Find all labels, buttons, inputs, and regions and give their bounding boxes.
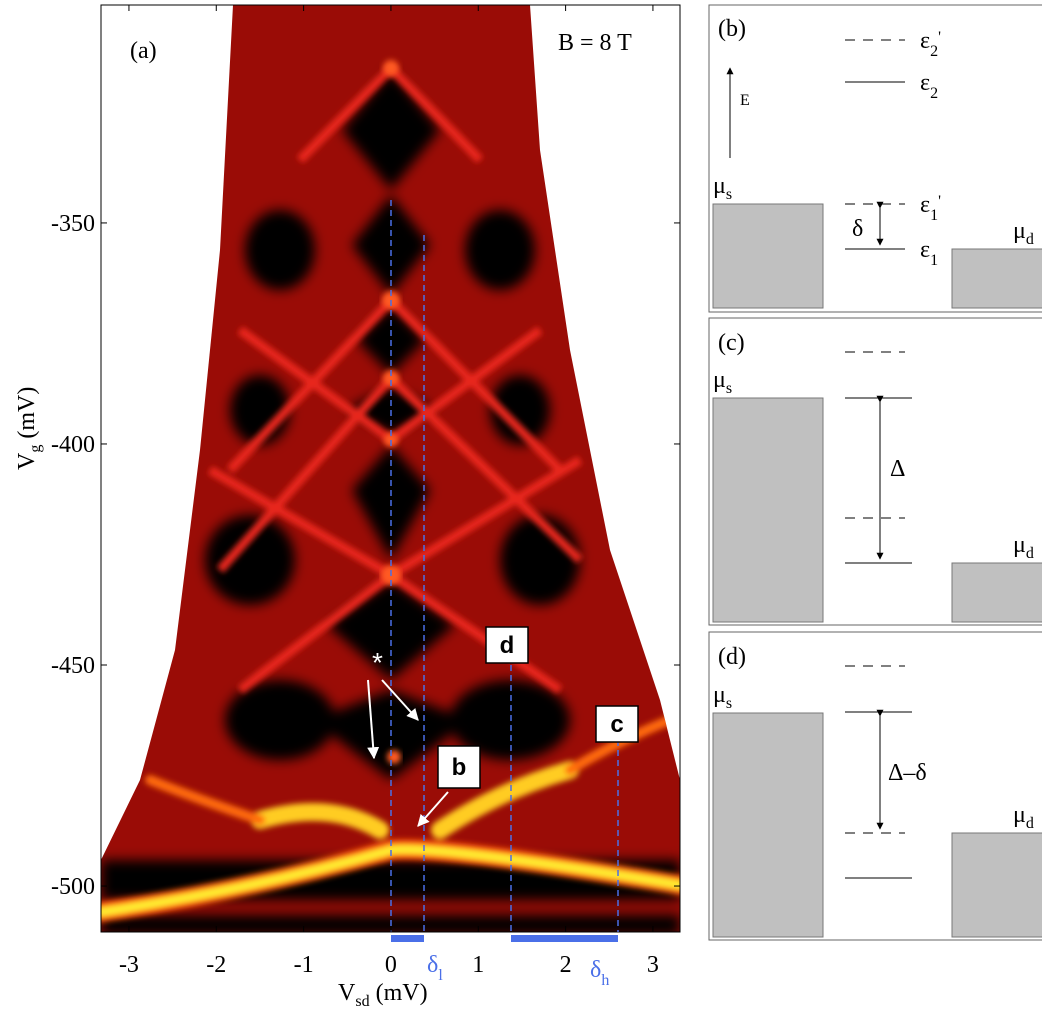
gap: Δ–δ xyxy=(888,760,927,786)
mu-d: μd xyxy=(1013,532,1034,562)
panel-label: (d) xyxy=(718,644,746,670)
x-axis-label: Vsd (mV) xyxy=(338,980,428,1010)
y-tick-label: -450 xyxy=(51,653,95,679)
x-tick-label: -3 xyxy=(119,952,139,978)
symbol: μ xyxy=(1013,532,1026,558)
symbol: μ xyxy=(713,173,726,199)
eps2: ε2 xyxy=(920,70,938,102)
delta-h: δh xyxy=(590,957,609,989)
x-tick-label: -1 xyxy=(294,952,314,978)
marker: b xyxy=(452,754,467,781)
prime: ' xyxy=(938,193,941,210)
eps1p: ε1' xyxy=(920,192,941,224)
delta: δ xyxy=(852,216,863,242)
delta-l: δl xyxy=(427,952,443,984)
x-tick-label: 2 xyxy=(560,952,572,978)
symbol: ε xyxy=(920,237,930,263)
source xyxy=(712,203,824,309)
drain xyxy=(951,562,1042,623)
subscript: h xyxy=(601,972,609,989)
delta-l-bar xyxy=(391,935,424,942)
arrow xyxy=(367,679,380,760)
symbol: ε xyxy=(920,192,930,218)
mu-d: μd xyxy=(1013,218,1034,248)
symbol: V xyxy=(338,980,356,1006)
marker-box xyxy=(595,705,639,743)
y-tick-label: -400 xyxy=(51,432,95,458)
symbol: μ xyxy=(1013,218,1026,244)
subscript: g xyxy=(27,445,44,453)
subscript: l xyxy=(438,967,443,984)
panel-d: (d) μs Δ–δ μd xyxy=(708,631,1042,941)
subscript: 2 xyxy=(930,43,938,60)
source xyxy=(712,397,824,623)
field-label: B = 8 T xyxy=(558,30,632,56)
arrow xyxy=(417,791,449,827)
energy-label: E xyxy=(740,92,750,109)
subscript: 2 xyxy=(930,85,938,102)
unit: (mV) xyxy=(14,387,40,439)
prime: ' xyxy=(938,29,941,46)
y-axis-label: Vg (mV) xyxy=(14,387,44,470)
x-tick-label: -2 xyxy=(206,952,226,978)
y-tick-label: -350 xyxy=(51,211,95,237)
mu-s: μs xyxy=(713,682,732,712)
symbol: μ xyxy=(713,367,726,393)
eps1: ε1 xyxy=(920,237,938,269)
panel-label: (b) xyxy=(718,16,746,42)
delta-h-bar xyxy=(511,935,618,942)
eps2p: ε2' xyxy=(920,28,941,60)
symbol: ε xyxy=(920,70,930,96)
x-tick-label: 0 xyxy=(385,952,397,978)
subscript: d xyxy=(1026,231,1034,248)
source xyxy=(712,712,824,938)
drain xyxy=(951,832,1042,938)
symbol: μ xyxy=(1013,802,1026,828)
symbol: V xyxy=(14,452,40,470)
axes: -3 -2 -1 0 1 2 3 -500 -450 -400 -350 xyxy=(51,5,680,978)
subscript: s xyxy=(726,186,732,203)
panel-c: (c) μs Δ μd xyxy=(708,317,1042,626)
mu-d: μd xyxy=(1013,802,1034,832)
mu-s: μs xyxy=(713,173,732,203)
drain xyxy=(951,248,1042,309)
panel-b: (b) ε2' ε2 E μs δ ε1' ε1 μd xyxy=(708,4,1042,313)
star: * xyxy=(372,647,383,678)
symbol: μ xyxy=(713,682,726,708)
subscript: d xyxy=(1026,815,1034,832)
subscript: d xyxy=(1026,545,1034,562)
subscript: sd xyxy=(355,993,369,1010)
y-tick-label: -500 xyxy=(51,874,95,900)
arrow xyxy=(381,679,419,721)
subscript: s xyxy=(726,695,732,712)
symbol: δ xyxy=(427,952,438,978)
marker: d xyxy=(500,632,515,659)
gap: Δ xyxy=(890,456,905,482)
x-tick-label: 3 xyxy=(647,952,659,978)
panel-label: (a) xyxy=(130,38,157,64)
subscript: s xyxy=(726,380,732,397)
subscript: 1 xyxy=(930,207,938,224)
marker-box xyxy=(485,626,529,664)
panel-label: (c) xyxy=(718,330,745,356)
symbol: δ xyxy=(590,957,601,983)
symbol: ε xyxy=(920,28,930,54)
unit: (mV) xyxy=(376,980,428,1006)
x-tick-label: 1 xyxy=(472,952,484,978)
subscript: 1 xyxy=(930,252,938,269)
mu-s: μs xyxy=(713,367,732,397)
marker-box xyxy=(437,745,481,789)
marker: c xyxy=(610,711,623,738)
